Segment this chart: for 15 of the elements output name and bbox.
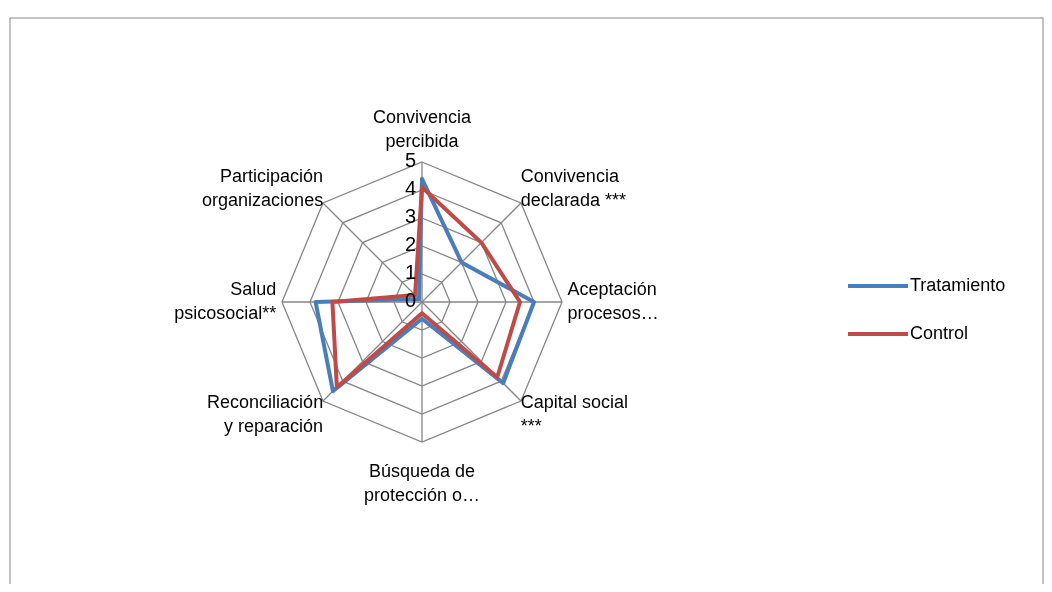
- y-tick-label: 4: [404, 177, 416, 200]
- spoke-label: Participación organizaciones: [202, 165, 324, 210]
- legend-label: Control: [910, 322, 969, 343]
- spoke-label: Convivencia declarada ***: [520, 165, 626, 210]
- spoke-label: Reconciliación y reparación: [207, 391, 324, 436]
- spoke-label: Aceptación procesos…: [567, 278, 659, 323]
- spoke-label: Capital social ***: [520, 391, 628, 436]
- y-tick-label: 2: [404, 233, 416, 256]
- spoke-label: Búsqueda de protección o…: [363, 460, 481, 505]
- spoke-label: Salud psicosocial**: [174, 278, 277, 323]
- y-tick-label: 3: [404, 205, 416, 228]
- legend-label: Tratamiento: [910, 274, 1006, 295]
- y-tick-label: 1: [404, 261, 416, 284]
- y-tick-label: 5: [404, 149, 416, 172]
- spoke-label: Convivencia percibida: [372, 107, 473, 152]
